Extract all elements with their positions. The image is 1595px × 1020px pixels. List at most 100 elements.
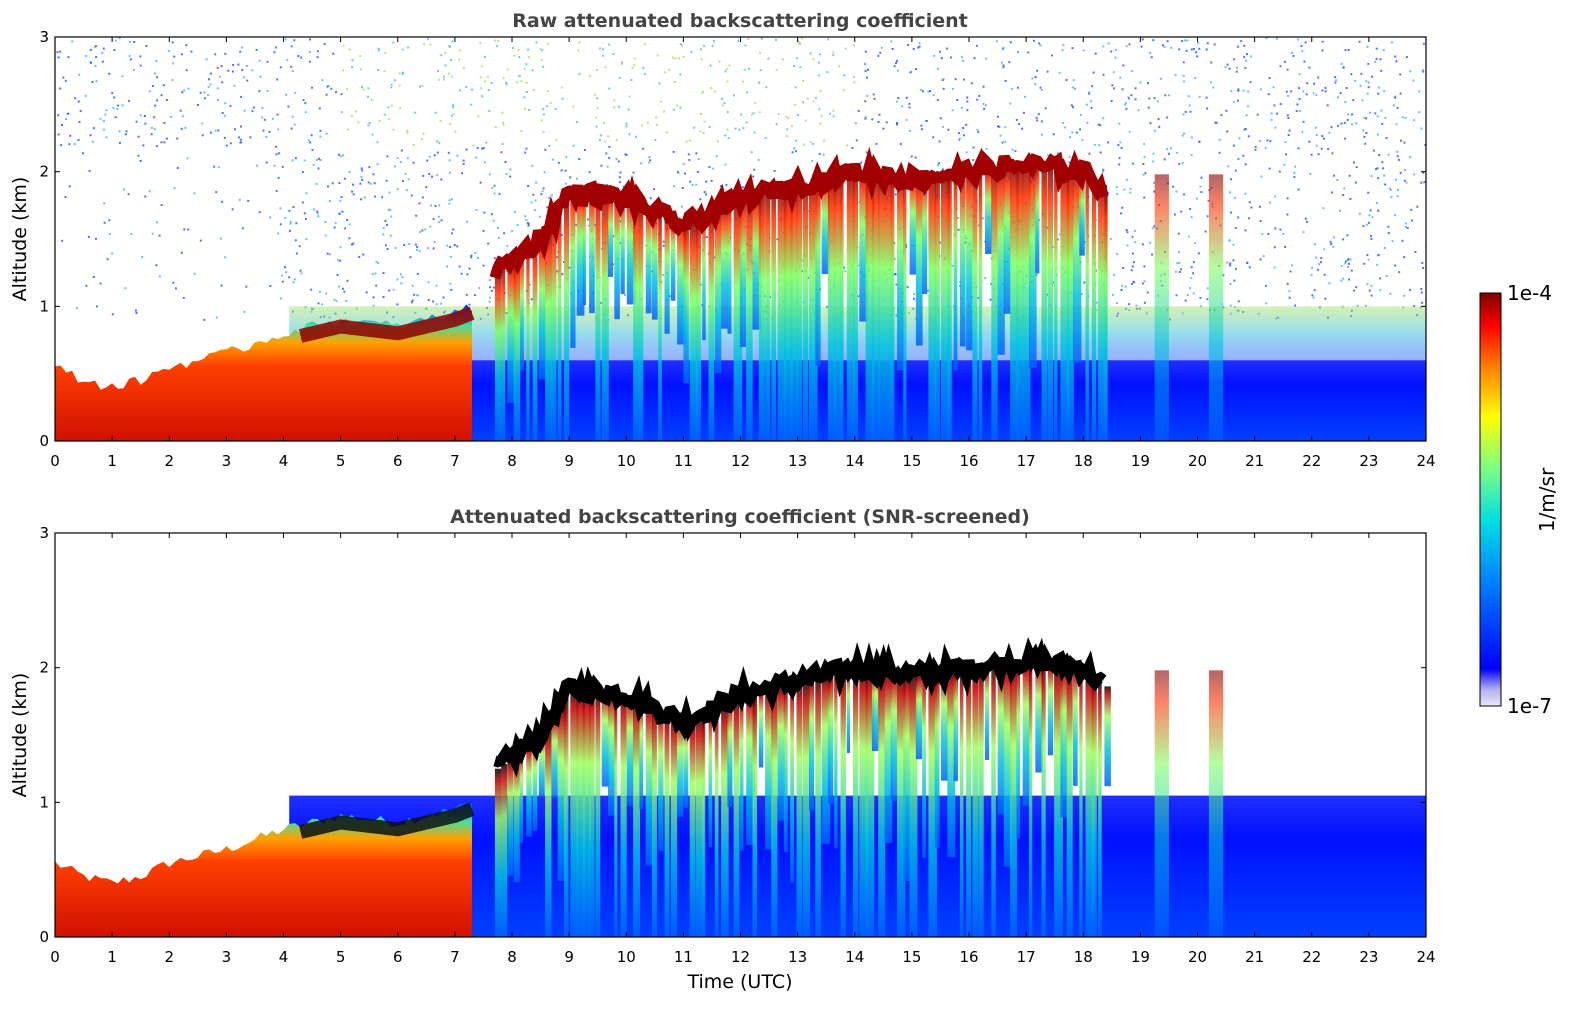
noise-speck <box>879 51 882 54</box>
noise-speck <box>1335 79 1338 82</box>
noise-speck <box>885 121 888 124</box>
fall-streak <box>884 175 892 441</box>
noise-speck <box>1284 141 1287 144</box>
noise-speck <box>1230 211 1233 214</box>
fall-streak <box>570 688 579 937</box>
noise-speck <box>1259 140 1261 143</box>
fall-streak <box>608 196 613 277</box>
noise-speck <box>817 74 820 77</box>
noise-speck <box>400 149 403 152</box>
noise-speck <box>1384 116 1387 119</box>
noise-speck <box>1008 61 1011 64</box>
noise-speck <box>484 56 486 58</box>
fall-streak <box>859 172 868 322</box>
noise-speck <box>1306 82 1309 85</box>
noise-speck <box>938 140 941 143</box>
noise-speck <box>1342 238 1345 241</box>
noise-speck <box>1323 137 1326 140</box>
noise-speck <box>1265 37 1268 40</box>
noise-speck <box>103 128 105 131</box>
noise-speck <box>113 96 116 99</box>
noise-speck <box>873 97 876 100</box>
noise-speck <box>946 47 949 50</box>
noise-speck <box>1365 223 1368 226</box>
noise-speck <box>1085 103 1088 106</box>
noise-speck <box>444 52 447 55</box>
noise-speck <box>1381 122 1384 125</box>
noise-speck <box>390 83 393 86</box>
noise-speck <box>425 186 428 189</box>
noise-speck <box>957 217 960 219</box>
noise-speck <box>1153 129 1156 132</box>
fall-streak <box>834 176 842 441</box>
noise-speck <box>330 87 333 90</box>
noise-speck <box>401 276 404 278</box>
noise-speck <box>501 111 504 114</box>
noise-speck <box>1229 262 1232 265</box>
noise-speck <box>1110 100 1113 103</box>
noise-speck <box>229 142 232 145</box>
noise-speck <box>1348 262 1350 265</box>
noise-speck <box>587 218 590 221</box>
noise-speck <box>1112 71 1115 74</box>
noise-speck <box>438 221 441 224</box>
noise-speck <box>151 85 154 87</box>
noise-speck <box>951 109 954 112</box>
noise-speck <box>95 45 97 48</box>
noise-speck <box>1121 206 1124 209</box>
noise-speck <box>183 228 186 231</box>
noise-speck <box>534 199 537 202</box>
noise-speck <box>1318 263 1320 266</box>
noise-speck <box>386 155 389 158</box>
noise-speck <box>406 129 409 132</box>
fall-streak <box>859 668 868 937</box>
noise-speck <box>103 221 106 224</box>
noise-speck <box>1285 90 1288 93</box>
noise-speck <box>361 169 364 172</box>
noise-speck <box>1206 107 1209 110</box>
noise-speck <box>1183 80 1185 83</box>
noise-speck <box>700 58 703 61</box>
noise-speck <box>1123 188 1126 191</box>
noise-speck <box>1069 136 1072 139</box>
noise-speck <box>1082 49 1085 52</box>
noise-speck <box>393 165 396 168</box>
noise-speck <box>281 274 284 277</box>
noise-speck <box>1135 304 1138 307</box>
noise-speck <box>1204 230 1207 233</box>
noise-speck <box>340 111 343 114</box>
fall-streak <box>796 681 803 937</box>
noise-speck <box>130 232 133 235</box>
fall-streak <box>978 170 983 441</box>
noise-speck <box>1237 300 1240 303</box>
noise-speck <box>370 98 373 101</box>
noise-speck <box>1293 176 1296 179</box>
noise-speck <box>1218 151 1221 154</box>
noise-speck <box>185 69 188 72</box>
fall-streak <box>853 172 858 441</box>
noise-speck <box>1118 157 1121 160</box>
noise-speck <box>1143 301 1146 304</box>
noise-speck <box>1143 280 1146 283</box>
fall-streak <box>1091 675 1097 937</box>
noise-speck <box>1391 41 1393 44</box>
noise-speck <box>409 256 412 259</box>
noise-speck <box>1182 113 1185 116</box>
noise-speck <box>488 173 491 176</box>
noise-speck <box>1404 225 1407 228</box>
noise-speck <box>1118 122 1121 125</box>
noise-speck <box>114 116 117 119</box>
noise-speck <box>203 91 206 94</box>
noise-speck <box>1244 229 1247 232</box>
noise-speck <box>142 144 145 147</box>
noise-speck <box>997 115 999 118</box>
noise-speck <box>78 73 81 76</box>
noise-speck <box>418 202 421 205</box>
noise-speck <box>1190 266 1193 269</box>
noise-speck <box>910 155 913 158</box>
noise-speck <box>1127 96 1130 99</box>
noise-speck <box>113 49 116 51</box>
noise-speck <box>1153 225 1156 228</box>
noise-speck <box>221 81 224 84</box>
noise-speck <box>437 78 440 81</box>
